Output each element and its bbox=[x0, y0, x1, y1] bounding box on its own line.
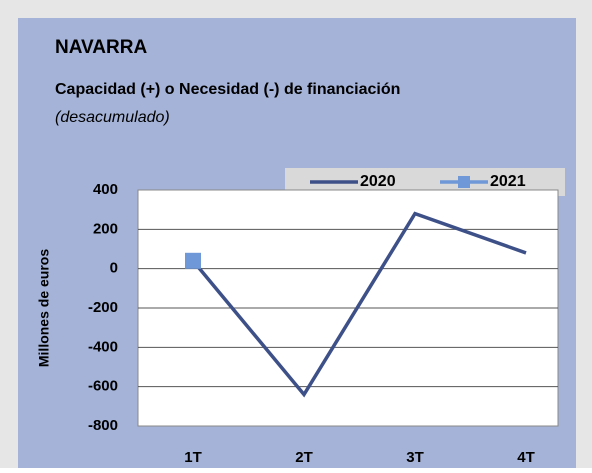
marker bbox=[185, 252, 201, 269]
chart-note: (desacumulado) bbox=[55, 109, 170, 126]
series-line bbox=[191, 211, 527, 398]
legend-label: 2021 bbox=[490, 173, 526, 190]
y-axis-label: Millones de euros bbox=[36, 249, 52, 367]
legend-label: 2020 bbox=[360, 173, 396, 190]
x-tick-label: 2T bbox=[295, 449, 313, 466]
y-tick-label: 200 bbox=[93, 220, 118, 237]
chart-subtitle: Capacidad (+) o Necesidad (-) de financi… bbox=[55, 81, 400, 98]
y-tick-label: -600 bbox=[88, 378, 118, 395]
y-tick-label: -400 bbox=[88, 338, 118, 355]
chart-title: NAVARRA bbox=[55, 37, 147, 58]
y-tick-label: 400 bbox=[93, 181, 118, 198]
legend-marker bbox=[458, 176, 470, 188]
x-tick-label: 4T bbox=[517, 449, 535, 466]
x-tick-label: 1T bbox=[184, 449, 202, 466]
y-tick-label: -800 bbox=[88, 417, 118, 434]
x-tick-label: 3T bbox=[406, 449, 424, 466]
y-tick-label: -200 bbox=[88, 299, 118, 316]
y-tick-label: 0 bbox=[110, 260, 118, 277]
